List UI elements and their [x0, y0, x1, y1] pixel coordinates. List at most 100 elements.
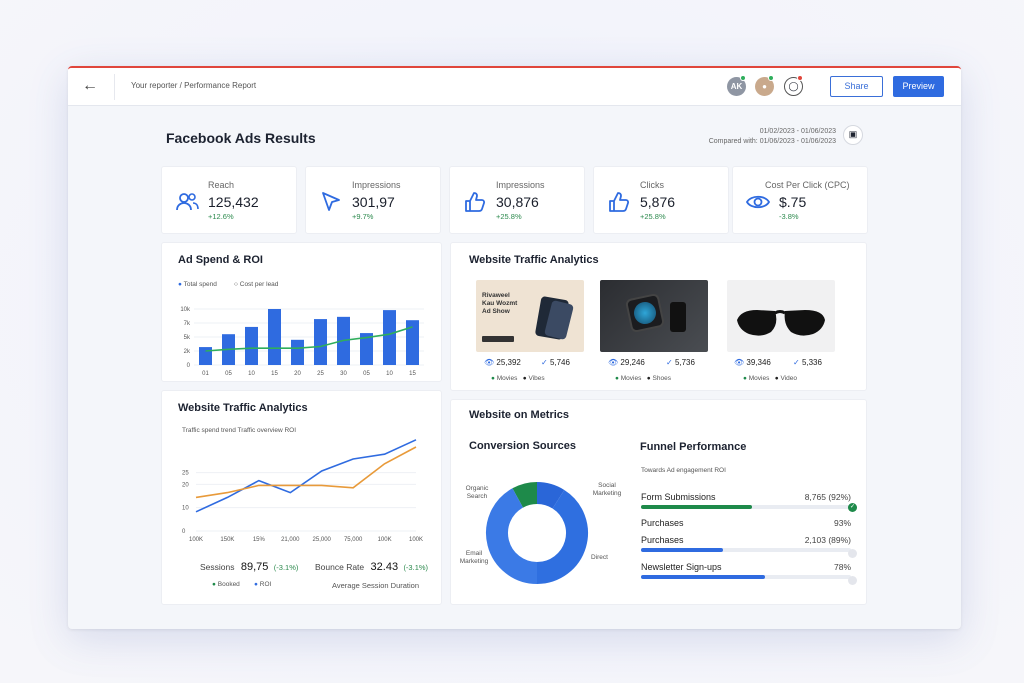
funnel-title: Funnel Performance	[640, 441, 747, 453]
share-button[interactable]: Share	[830, 76, 883, 97]
likes-count: 5,736	[674, 358, 695, 367]
online-dot	[740, 75, 746, 81]
x-tick-label: 30	[340, 371, 347, 377]
average-session-duration: Average Session Duration	[332, 581, 419, 590]
thumbs-up-icon	[609, 192, 630, 212]
x-tick-label: 01	[202, 371, 209, 377]
arrow-left-icon[interactable]: ←	[82, 77, 98, 94]
status-dot	[848, 576, 857, 585]
legend-label: Total spend	[183, 281, 217, 288]
avatar-photo[interactable]: ●	[755, 77, 774, 96]
donut-slice	[536, 489, 588, 584]
y-tick-label: 0	[187, 363, 191, 369]
sunglasses-icon	[737, 310, 825, 336]
x-tick-label: 20	[294, 371, 301, 377]
legend-roi: ● ROI	[254, 581, 272, 588]
kpi-card-clicks[interactable]: Clicks 5,876 +25.8%	[593, 166, 729, 234]
bar	[360, 333, 373, 365]
legend-label: Booked	[217, 581, 240, 588]
bar	[314, 319, 327, 365]
kpi-value: 301,97	[352, 194, 395, 210]
views-count: 29,246	[620, 358, 645, 367]
y-tick-label: 5k	[184, 335, 191, 341]
product-stats: 👁 39,346	[734, 358, 771, 367]
eye-icon	[745, 195, 771, 209]
legend-label: Video	[780, 375, 798, 382]
product-stats: ✓ 5,736	[666, 358, 695, 367]
kpi-card-impressions-2[interactable]: Impressions 30,876 +25.8%	[449, 166, 585, 234]
views-count: 25,392	[496, 358, 521, 367]
product-legend: ● Movies ● Vibes	[491, 375, 545, 382]
top-bar: ← Your reporter / Performance Report AK …	[68, 68, 961, 106]
calendar-icon[interactable]: ▣	[843, 125, 863, 145]
check-icon: ✓	[848, 503, 857, 512]
kpi-label: Clicks	[640, 180, 664, 190]
kpi-label: Impressions	[352, 180, 401, 190]
bar	[406, 320, 419, 365]
ad-cta	[482, 336, 514, 342]
metrics-card: Website on Metrics Conversion Sources Fu…	[450, 399, 867, 605]
likes-count: 5,746	[549, 358, 570, 367]
kpi-value: 5,876	[640, 194, 676, 210]
x-tick-label: 25	[317, 371, 324, 377]
funnel-label: Purchases	[641, 535, 684, 545]
y-tick-label: 25	[182, 471, 189, 477]
avatar[interactable]: AK	[727, 77, 746, 96]
bar	[291, 339, 304, 365]
x-tick-label: 100K	[409, 537, 423, 543]
legend-label: Shoes	[652, 375, 671, 382]
y-tick-label: 0	[182, 529, 186, 535]
series-line-cost-per-lead	[205, 326, 413, 352]
bar	[268, 309, 281, 365]
funnel-value: 8,765 (92%)	[804, 492, 851, 502]
funnel-label: Purchases	[641, 518, 684, 528]
cursor-icon	[322, 192, 340, 211]
date-range[interactable]: 01/02/2023 - 01/06/2023 Compared with: 0…	[696, 127, 836, 147]
kpi-card-impressions[interactable]: Impressions 301,97 +9.7%	[305, 166, 441, 234]
breadcrumb[interactable]: Your reporter / Performance Report	[131, 81, 257, 90]
donut-slice	[512, 482, 538, 508]
product-image-phones[interactable]: Rivaweel Kau Wozmt Ad Show	[476, 280, 584, 352]
donut-slice	[536, 482, 565, 509]
views-count: 39,346	[746, 358, 771, 367]
kpi-value: $.75	[779, 194, 807, 210]
legend-label: Movies	[748, 375, 770, 382]
kpi-label: Impressions	[496, 180, 545, 190]
y-tick-label: 7k	[184, 321, 191, 327]
funnel-track	[641, 548, 851, 552]
traffic-line-card: Website Traffic Analytics Traffic spend …	[161, 390, 442, 605]
x-tick-label: 15	[271, 371, 278, 377]
y-tick-label: 10k	[180, 307, 191, 313]
kpi-card-cpc[interactable]: Cost Per Click (CPC) $.75 -3.8%	[732, 166, 868, 234]
bar	[245, 326, 258, 365]
kpi-change: +25.8%	[640, 212, 666, 221]
kpi-value: 125,432	[208, 194, 259, 210]
legend-label: ROI	[259, 581, 272, 588]
divider	[114, 74, 115, 100]
product-image-watch[interactable]	[600, 280, 708, 352]
funnel-fill	[641, 548, 723, 552]
online-dot	[768, 75, 774, 81]
funnel-track	[641, 505, 851, 509]
kpi-card-reach[interactable]: Reach 125,432 +12.6%	[161, 166, 297, 234]
product-image-sunglasses[interactable]	[727, 280, 835, 352]
product-legend: ● Movies ● Shoes	[615, 375, 671, 382]
ad-text: Rivaweel Kau Wozmt Ad Show	[482, 292, 518, 315]
kpi-value: 30,876	[496, 194, 539, 210]
sessions-label: Sessions	[200, 562, 235, 572]
legend-cost-per-lead: ○ Cost per lead	[234, 281, 279, 288]
card-title: Ad Spend & ROI	[178, 254, 263, 266]
bounce-stat: Bounce Rate 32.43 (-3.1%)	[315, 561, 428, 573]
thumbs-up-icon	[465, 192, 486, 212]
y-tick-label: 20	[182, 482, 189, 488]
x-tick-label: 21,000	[281, 537, 300, 543]
notification-icon[interactable]: ◯	[784, 77, 803, 96]
product-stats: ✓ 5,746	[541, 358, 570, 367]
kpi-label: Reach	[208, 180, 235, 190]
x-tick-label: 150K	[220, 537, 234, 543]
phone-shape	[670, 302, 686, 332]
product-stats: 👁 29,246	[608, 358, 645, 367]
donut-label: Organic Search	[465, 485, 489, 500]
dashboard-window: ← Your reporter / Performance Report AK …	[68, 66, 961, 629]
preview-button[interactable]: Preview	[893, 76, 944, 97]
